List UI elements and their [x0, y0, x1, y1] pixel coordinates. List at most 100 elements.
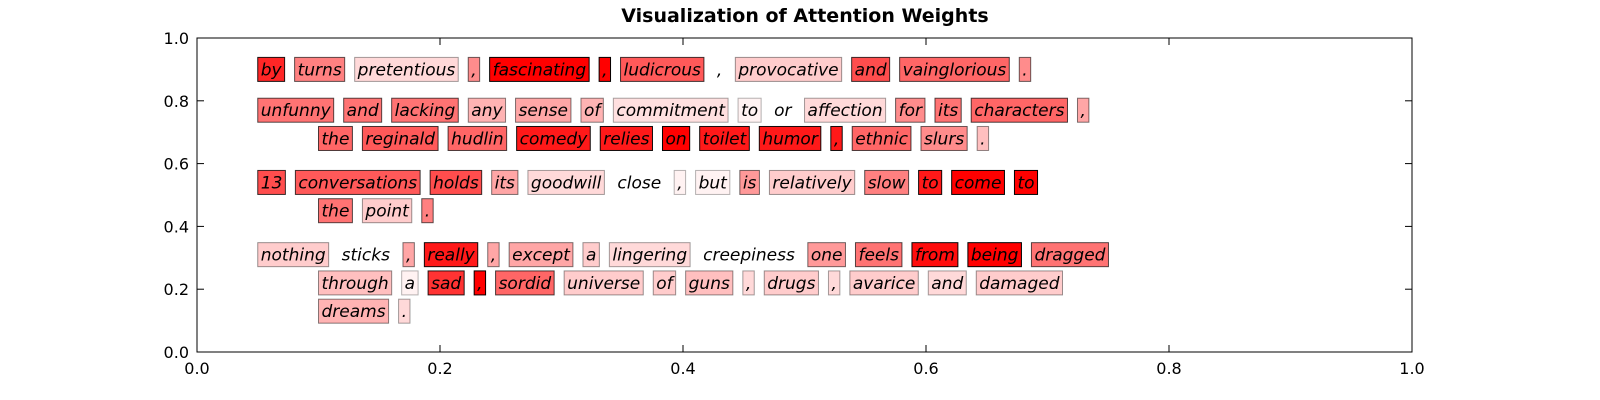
token: one — [807, 242, 846, 268]
token: for — [895, 97, 926, 123]
token: come — [951, 169, 1005, 195]
token-highlight — [467, 56, 481, 82]
token-text: reginald — [365, 129, 435, 149]
token: fascinating — [489, 56, 590, 82]
token-text: 13 — [261, 173, 283, 193]
token-text: sad — [431, 274, 461, 294]
token-text: to — [922, 173, 939, 193]
token: , — [717, 60, 722, 80]
token-text: fascinating — [493, 60, 587, 80]
token-text: slurs — [924, 129, 964, 149]
token-highlight — [975, 270, 1063, 296]
token-text: through — [322, 274, 389, 294]
token: lingering — [608, 242, 691, 268]
token-highlight — [967, 242, 1022, 268]
token: but — [695, 169, 731, 195]
token-text: lacking — [395, 101, 456, 121]
token-highlight — [685, 270, 734, 296]
token: sense — [515, 97, 572, 123]
x-tick-label: 0.4 — [670, 359, 695, 378]
token-text: dreams — [322, 302, 386, 322]
token: through — [318, 270, 393, 296]
token-highlight — [398, 298, 411, 324]
token: guns — [685, 270, 734, 296]
token: the — [318, 198, 353, 224]
token-highlight — [361, 125, 439, 151]
token-text: its — [938, 101, 958, 121]
token-text: . — [1022, 60, 1027, 80]
token: nothing — [257, 242, 330, 268]
token-layer: by turns pretentious, fascinating, ludicrous… — [257, 56, 1109, 324]
token-highlight — [854, 242, 903, 268]
token-text: relatively — [772, 173, 852, 193]
x-tick-label: 0.2 — [427, 359, 452, 378]
token-text: damaged — [979, 274, 1059, 294]
token-highlight — [911, 242, 959, 268]
token-highlight — [491, 169, 519, 195]
token: from — [911, 242, 959, 268]
token-highlight — [864, 169, 910, 195]
token-text: but — [699, 173, 729, 193]
plot-frame — [196, 37, 1413, 353]
token: except — [508, 242, 574, 268]
token-text: , — [746, 274, 751, 294]
token-text: . — [980, 129, 985, 149]
token-text: avarice — [853, 274, 915, 294]
token-text: , — [717, 60, 722, 80]
token-highlight — [563, 270, 644, 296]
token-highlight — [1030, 242, 1109, 268]
token-text: on — [665, 129, 686, 149]
token-text: except — [512, 246, 571, 266]
token-highlight — [294, 169, 421, 195]
token-text: holds — [433, 173, 479, 193]
token-highlight — [763, 270, 819, 296]
token: its — [934, 97, 962, 123]
token: close — [617, 173, 661, 193]
token: relatively — [768, 169, 856, 195]
token-highlight — [851, 125, 912, 151]
token-text: guns — [689, 274, 730, 294]
token-text: of — [584, 101, 603, 121]
token-highlight — [257, 169, 286, 195]
token: sad — [427, 270, 465, 296]
token: , — [673, 169, 687, 195]
token: vainglorious — [899, 56, 1010, 82]
token: drugs — [763, 270, 819, 296]
token-text: , — [602, 60, 607, 80]
token: , — [1076, 97, 1090, 123]
token-text: nothing — [261, 246, 326, 266]
token-text: for — [899, 101, 923, 121]
token: humor — [758, 125, 822, 151]
token-text: universe — [567, 274, 640, 294]
token-highlight — [294, 56, 346, 82]
token-text: the — [322, 202, 350, 222]
token-text: of — [656, 274, 675, 294]
token-highlight — [620, 56, 705, 82]
token-highlight — [970, 97, 1068, 123]
token-text: slow — [868, 173, 906, 193]
token-text: , — [471, 60, 476, 80]
token-text: drugs — [767, 274, 815, 294]
token-highlight — [257, 242, 330, 268]
token-highlight — [527, 169, 605, 195]
token-text: or — [774, 101, 792, 121]
token-text: one — [811, 246, 843, 266]
token: characters — [970, 97, 1068, 123]
token-text: and — [931, 274, 963, 294]
token-highlight — [598, 56, 612, 82]
token-text: close — [617, 173, 661, 193]
token: pretentious — [354, 56, 459, 82]
token-highlight — [673, 169, 687, 195]
token-highlight — [391, 97, 459, 123]
token: 13 — [257, 169, 286, 195]
token-highlight — [695, 169, 731, 195]
token-text: . — [402, 302, 407, 322]
token: turns — [294, 56, 346, 82]
token: really — [423, 242, 479, 268]
token-highlight — [849, 270, 919, 296]
token-highlight — [661, 125, 691, 151]
token-highlight — [934, 97, 962, 123]
y-tick-label: 0.4 — [164, 217, 189, 236]
token: relies — [599, 125, 653, 151]
